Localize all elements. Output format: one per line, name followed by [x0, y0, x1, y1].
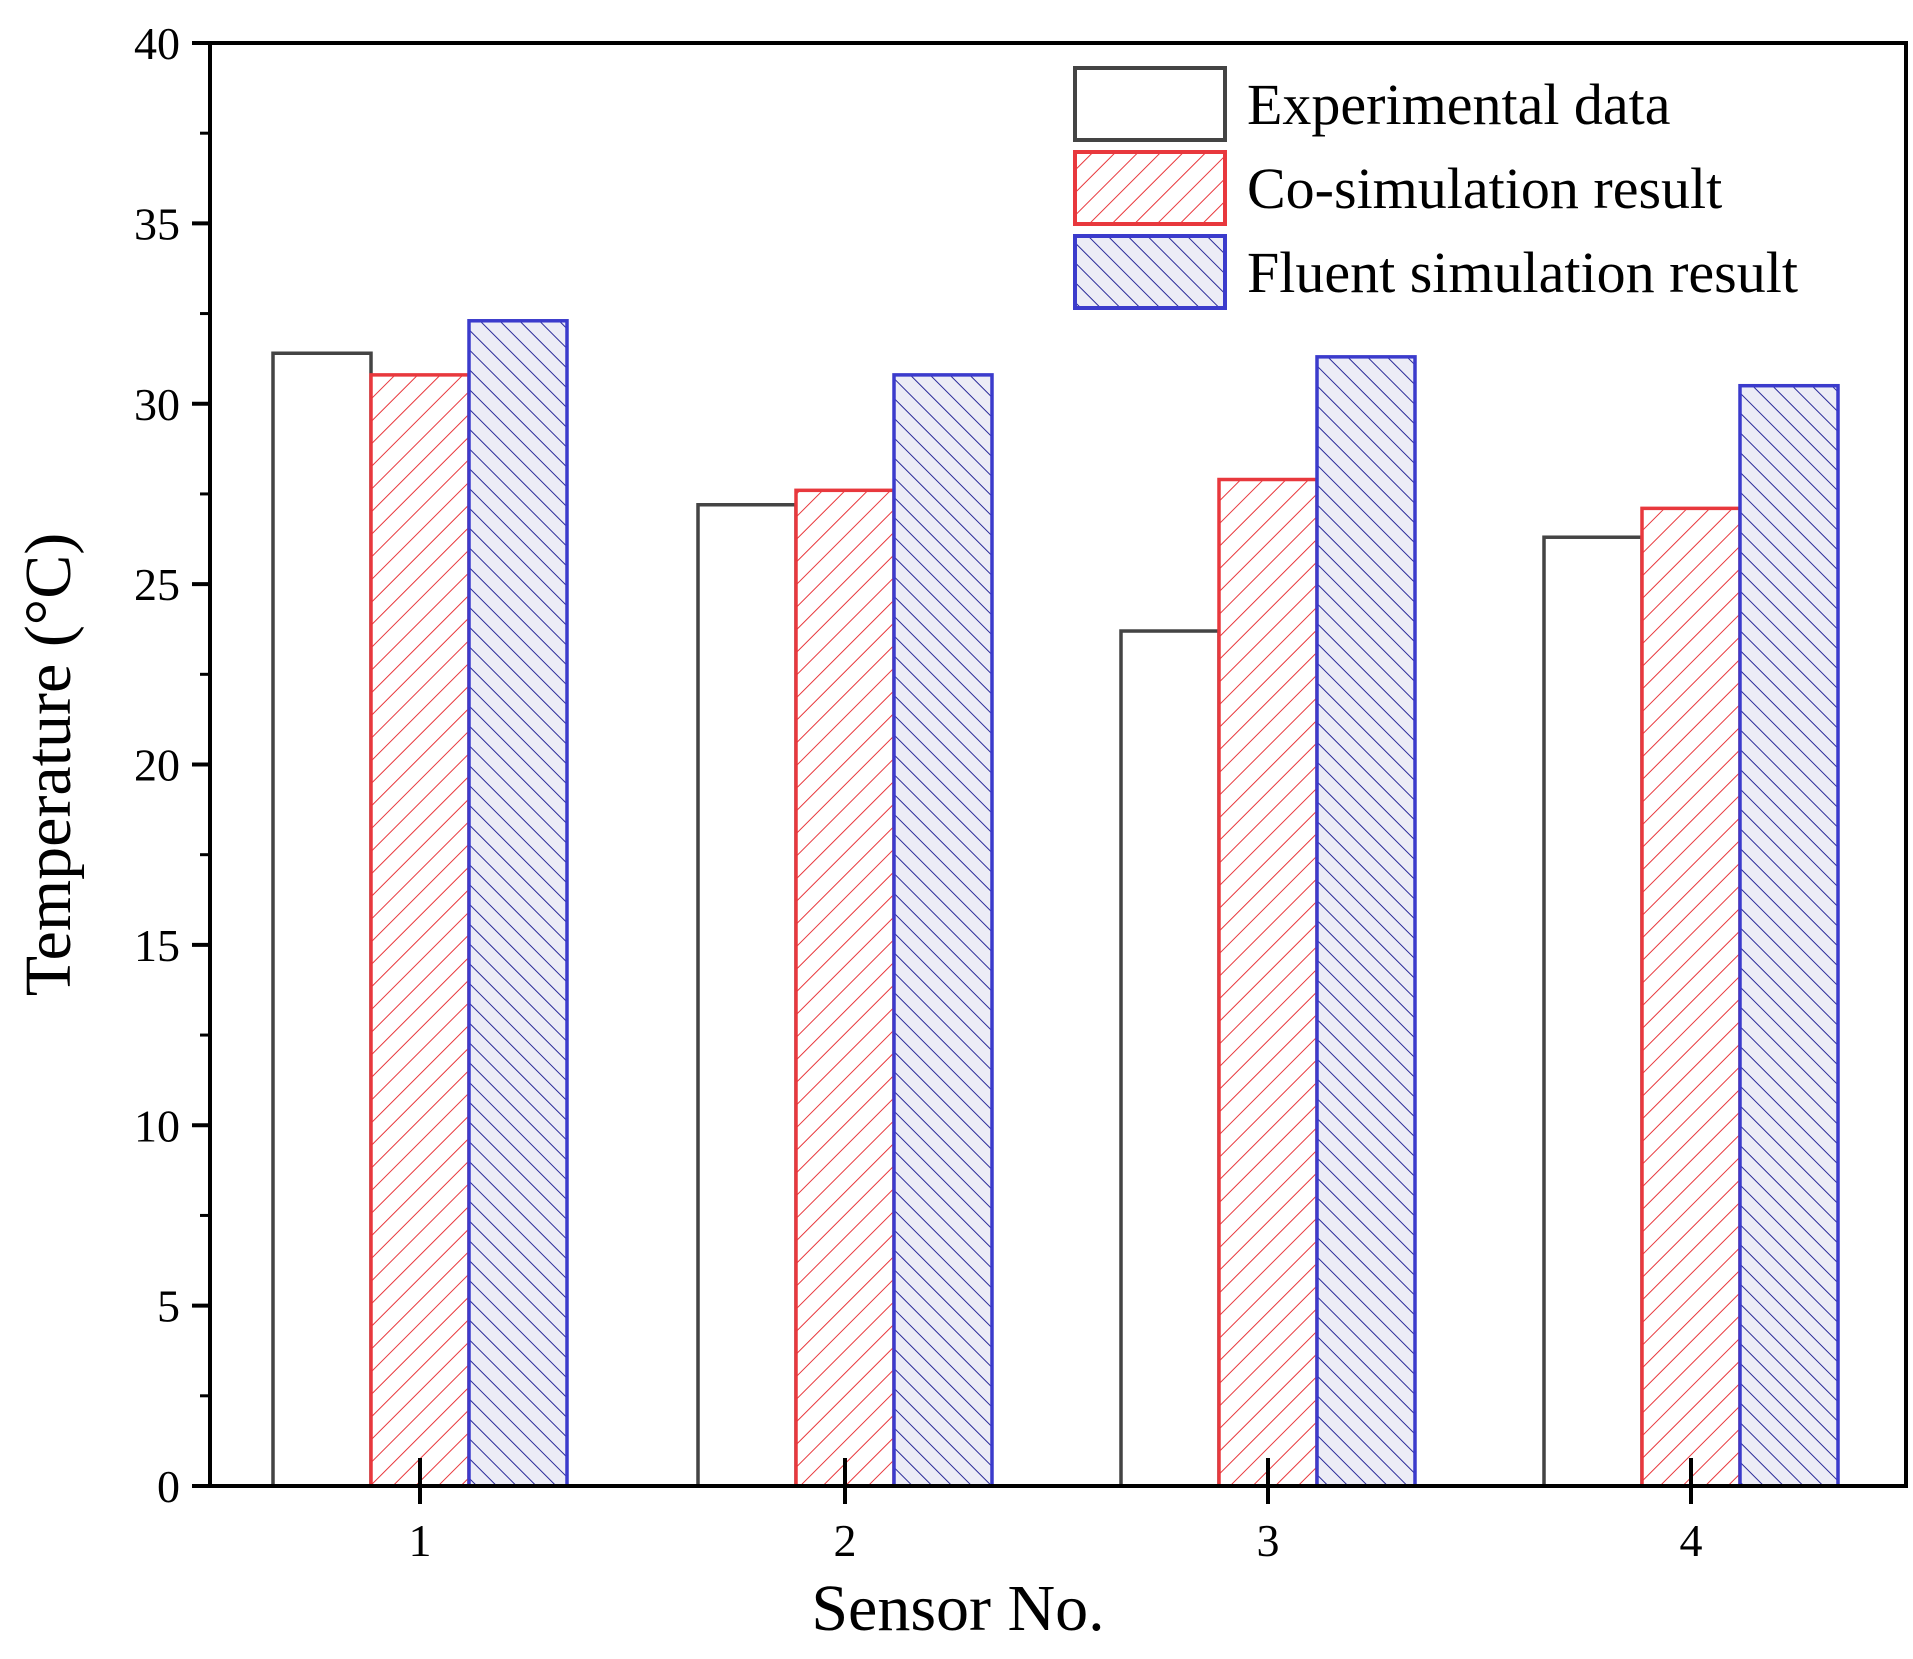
y-tick-label: 35	[134, 198, 180, 249]
legend-label: Fluent simulation result	[1247, 240, 1798, 305]
x-tick-label: 3	[1257, 1515, 1280, 1566]
y-tick-label: 15	[134, 920, 180, 971]
legend-swatch	[1073, 234, 1227, 310]
bar-co-simulation-result-sensor-1	[369, 373, 471, 1488]
y-tick-label: 5	[157, 1281, 180, 1332]
legend-swatch	[1073, 66, 1227, 142]
bar-co-simulation-result-sensor-2	[794, 488, 896, 1488]
bar-fluent-simulation-result-sensor-1	[467, 319, 569, 1488]
y-axis-title: Temperature (°C)	[12, 533, 85, 996]
legend-swatch	[1073, 150, 1227, 226]
legend: Experimental data Co-simulation result Flu…	[1073, 66, 1798, 310]
x-tick-label: 2	[834, 1515, 857, 1566]
bar-fluent-simulation-result-sensor-4	[1738, 383, 1840, 1488]
bar-fluent-simulation-result-sensor-2	[892, 373, 994, 1488]
y-tick-label: 20	[134, 740, 180, 791]
plot-layer: 0 5 10 15 20 25 30 35 40 1 2 3 4	[134, 18, 1908, 1566]
bar-experimental-data-sensor-2	[696, 503, 798, 1488]
bar-fluent-simulation-result-sensor-3	[1315, 355, 1417, 1488]
y-tick-label: 0	[157, 1461, 180, 1512]
y-tick-label: 25	[134, 559, 180, 610]
legend-label: Co-simulation result	[1247, 156, 1722, 221]
x-axis-title: Sensor No.	[811, 1572, 1104, 1645]
x-tick-label: 4	[1680, 1515, 1703, 1566]
y-tick-label: 10	[134, 1100, 180, 1151]
bar-co-simulation-result-sensor-4	[1640, 506, 1742, 1488]
y-tick-label: 30	[134, 379, 180, 430]
bar-experimental-data-sensor-1	[271, 351, 373, 1488]
y-tick-label: 40	[134, 18, 180, 69]
bar-co-simulation-result-sensor-3	[1217, 477, 1319, 1488]
bar-experimental-data-sensor-4	[1542, 535, 1644, 1488]
legend-label: Experimental data	[1247, 72, 1671, 137]
x-tick-label: 1	[409, 1515, 432, 1566]
bar-experimental-data-sensor-3	[1119, 629, 1221, 1488]
